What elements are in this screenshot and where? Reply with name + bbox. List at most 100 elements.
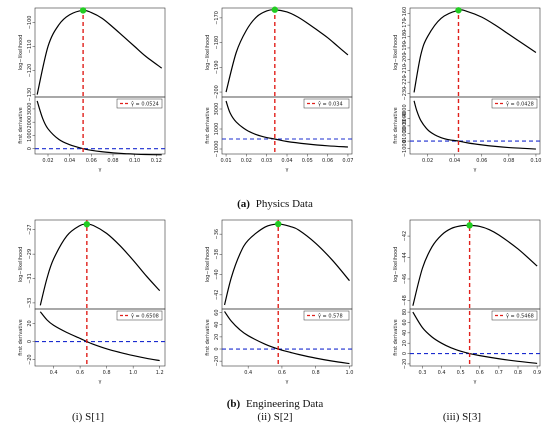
panel-4-legend-label: γ̂ = 0.6508	[131, 313, 159, 319]
panel-4-top-ytick-label: −27	[27, 224, 33, 235]
panel-6-derivative-curve	[412, 311, 538, 365]
panel-1-xtick-label: 0.10	[129, 158, 140, 164]
panel-2-legend-box	[303, 98, 350, 109]
panel-1-xtick-label: 0.08	[107, 158, 118, 164]
panel-4: −33 −31 −29 −27 −20 0 20 0.4 0.6 0.8 1.0 1.2 log−lik…	[18, 219, 166, 385]
panel-3-bottom-ytick-label: 2000	[402, 120, 408, 133]
panel-2-bottom-ylabel: first derivative	[205, 107, 211, 143]
caption-physics-label: (a)	[237, 198, 250, 210]
panel-6-bottom-ytick-label: 40	[402, 330, 408, 336]
panel-5-xtick-label: 0.6	[278, 370, 286, 376]
panel-6-xtick-label: 0.9	[533, 370, 541, 376]
panel-2-derivative-curve	[225, 100, 348, 148]
panel-2-bottom-ytick-label: −1000	[214, 141, 220, 158]
panel-2-xtick-label: 0.07	[342, 158, 353, 164]
panel-5-top-ylabel: log−likelihood	[205, 247, 211, 283]
panel-1-bottom-ylabel: first derivative	[18, 107, 24, 143]
panel-3-loglik-curve	[413, 9, 537, 93]
panel-6-xlabel: γ	[474, 379, 477, 385]
panel-3-top-ylabel: log−likelihood	[393, 35, 399, 71]
panel-4-bottom-frame	[34, 308, 166, 367]
panel-3-top-ytick-label: −190	[402, 41, 408, 55]
panel-2-xtick-label: 0.01	[220, 158, 231, 164]
panel-3-bottom-ytick-label: 4000	[402, 104, 408, 117]
panel-5: −42 −40 −38 −36 −20 0 20 40 60 0.4 0.6 0.8 1.0 log−li…	[205, 219, 353, 385]
panel-4-top-ytick-label: −29	[27, 249, 33, 260]
panel-6-top-ytick-label: −44	[402, 252, 408, 263]
panel-5-bottom-ytick-label: −20	[214, 356, 220, 367]
panel-1-loglik-curve	[36, 9, 163, 95]
panel-5-xtick-label: 1.0	[345, 370, 353, 376]
panel-5-legend-label: γ̂ = 0.578	[318, 313, 343, 319]
panel-1-derivative-curve	[36, 100, 162, 156]
panel-2-top-ylabel: log−likelihood	[205, 35, 211, 71]
panel-5-loglik-curve	[223, 223, 350, 306]
panel-1-xtick-label: 0.02	[42, 158, 53, 164]
caption-col-2: (ii) S[2]	[257, 411, 292, 423]
panel-6-bottom-frame	[409, 308, 541, 367]
panel-3-top-ytick-label: −200	[402, 52, 408, 66]
panel-5-legend-box	[303, 310, 350, 321]
panel-3-xtick-label: 0.06	[476, 158, 487, 164]
panel-4-peak-marker	[83, 221, 91, 228]
panel-1-bottom-ytick-label: 3000	[27, 103, 33, 116]
panel-5-xtick-label: 0.8	[312, 370, 320, 376]
panel-2-bottom-ytick-label: 1000	[214, 123, 220, 136]
panel-2-xlabel: γ	[286, 167, 289, 173]
panel-6-top-ytick-label: −46	[402, 274, 408, 285]
panel-5-top-ytick-label: −42	[214, 290, 220, 301]
panel-2-legend-label: γ̂ = 0.034	[318, 101, 343, 107]
panel-1-xlabel: γ	[99, 167, 102, 173]
panel-6-top-ytick-label: −42	[402, 231, 408, 242]
panel-2-xtick-label: 0.03	[261, 158, 272, 164]
panel-3-bottom-ytick-label: 3000	[402, 112, 408, 125]
panel-3-top-ytick-label: −230	[402, 87, 408, 101]
panel-3-top-ytick-label: −160	[402, 7, 408, 21]
panel-3-xtick-label: 0.08	[503, 158, 514, 164]
panel-4-bottom-ytick-label: 0	[27, 340, 33, 343]
panel-3-legend-label: γ̂ = 0.0428	[506, 101, 534, 107]
panel-1-peak-marker	[79, 7, 87, 14]
panel-2-xtick-label: 0.04	[281, 158, 292, 164]
panel-5-bottom-ytick-label: 0	[214, 347, 220, 350]
panel-2-xtick-label: 0.06	[322, 158, 333, 164]
panel-6-bottom-ytick-label: 60	[402, 319, 408, 325]
panel-4-xtick-label: 1.0	[129, 370, 137, 376]
panel-5-xtick-label: 0.4	[244, 370, 252, 376]
panel-2-top-frame	[221, 7, 353, 98]
panel-1-top-ytick-label: −100	[27, 16, 33, 30]
panel-1-top-ytick-label: −130	[27, 88, 33, 102]
panel-6-legend-box	[491, 310, 538, 321]
panel-1-bottom-frame	[34, 96, 166, 155]
panel-3-top-ytick-label: −220	[402, 75, 408, 89]
panel-2-top-ytick-label: −170	[214, 11, 220, 25]
panel-1-bottom-ytick-label: 1000	[27, 129, 33, 142]
panel-2-xtick-label: 0.05	[302, 158, 313, 164]
panel-1-bottom-ytick-label: 0	[27, 147, 33, 150]
panel-6-top-ylabel: log−likelihood	[393, 247, 399, 283]
panel-3: −230−220−210−200−190−180−170−160 −1000010…	[393, 7, 542, 173]
panel-5-bottom-ytick-label: 40	[214, 322, 220, 328]
panel-3-top-ytick-label: −210	[402, 64, 408, 78]
caption-engineering: (b) Engineering Data	[227, 398, 324, 410]
panel-3-xtick-label: 0.02	[422, 158, 433, 164]
panel-3-top-frame	[409, 7, 541, 98]
panel-3-top-ytick-label: −170	[402, 18, 408, 32]
panel-3-bottom-ytick-label: −1000	[402, 140, 408, 157]
panel-2-bottom-ytick-label: 3000	[214, 103, 220, 116]
panel-6-top-ytick-label: −48	[402, 295, 408, 306]
panel-6-bottom-ytick-label: 80	[402, 309, 408, 315]
panel-5-xlabel: γ	[286, 379, 289, 385]
panel-6-loglik-curve	[412, 224, 538, 306]
panel-6-xtick-label: 0.3	[418, 370, 426, 376]
panel-3-peak-marker	[455, 7, 462, 14]
panel-6-xtick-label: 0.8	[514, 370, 522, 376]
panel-3-bottom-ytick-label: 0	[402, 139, 408, 142]
panel-2-top-ytick-label: −190	[214, 60, 220, 74]
panel-4-xlabel: γ	[99, 379, 102, 385]
caption-physics-text: Physics Data	[256, 198, 313, 210]
panel-3-bottom-ytick-label: 1000	[402, 127, 408, 140]
panel-1-top-frame	[34, 7, 166, 98]
panel-6-xtick-label: 0.6	[476, 370, 484, 376]
